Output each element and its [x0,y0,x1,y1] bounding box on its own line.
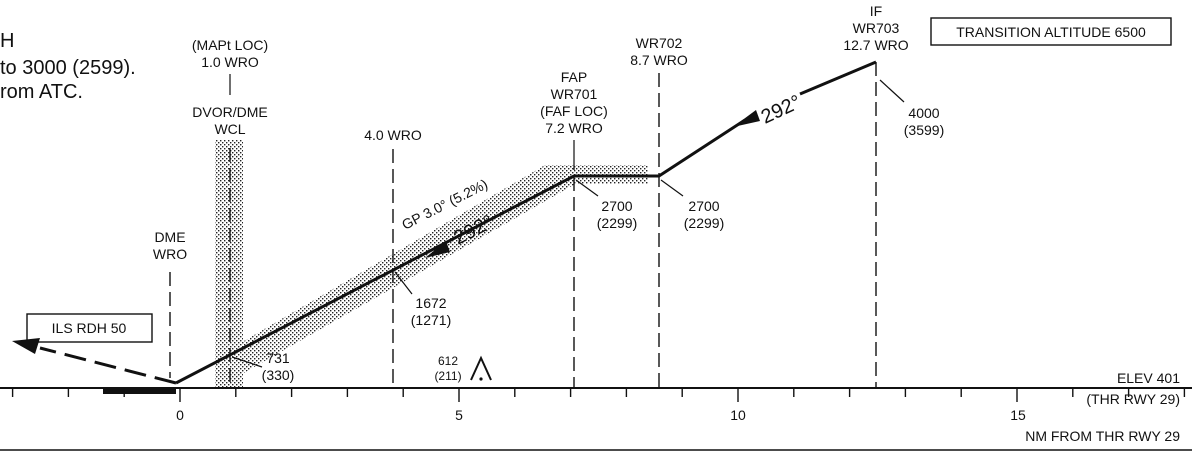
obstacle-symbol [470,355,492,381]
a2700a-leader [575,179,599,197]
axis-tick-label-10: 10 [730,407,746,423]
fap-label-2: WR701 [551,86,598,102]
wro4-label: 4.0 WRO [364,127,422,143]
glidepath-shaded-area [225,165,648,375]
a4000-leader [879,79,905,103]
dme-label-2: WRO [153,246,187,262]
note-line-3: rom ATC. [0,81,83,103]
transition-altitude-box [930,17,1172,46]
alt-2700a-sub: (2299) [597,215,637,231]
dvor-label-1: DVOR/DME [192,104,267,120]
axis-tick-label-5: 5 [455,407,463,423]
axis-ticks [11,388,1186,402]
if-label-2: WR703 [853,20,900,36]
initial-arrow [733,110,760,127]
wr702-label-1: WR702 [636,35,683,51]
dme-label-1: DME [154,229,185,245]
axis-tick-label-0: 0 [176,407,184,423]
alt-2700b-label: 2700 [688,198,719,214]
final-arrow [425,241,450,258]
alt-1672-sub: (1271) [411,312,451,328]
alt-2700a-label: 2700 [601,198,632,214]
transition-altitude-text: TRANSITION ALTITUDE 6500 [956,24,1146,40]
fap-label-1: FAP [561,69,587,85]
axis-unit-label: NM FROM THR RWY 29 [1025,428,1180,444]
axis-tick-label-15: 15 [1010,407,1026,423]
initial-segment [799,60,877,96]
flight-path [175,118,746,385]
fap-label-3: (FAF LOC) [540,103,608,119]
a2700b-leader [660,179,684,197]
ils-rdh-text: ILS RDH 50 [52,320,127,336]
alt-2700b-sub: (2299) [684,215,724,231]
note-line-2: to 3000 (2599). [0,57,136,79]
threshold-label: (THR RWY 29) [1086,391,1180,407]
obstacle-label: 612 [438,354,458,368]
obstacle-dot [479,377,483,381]
if-label-1: IF [870,3,882,19]
mapt-label-1: (MAPt LOC) [192,37,268,53]
runway-bar [103,387,176,394]
ils-rdh-box [26,313,153,343]
initial-course-label: 292° [758,91,805,128]
note-line-1: H [0,30,14,52]
a731-leader [231,356,263,368]
alt-4000-sub: (3599) [904,122,944,138]
dvor-label-2: WCL [214,121,245,137]
if-label-3: 12.7 WRO [843,37,908,53]
alt-4000-label: 4000 [908,105,939,121]
alt-731-sub: (330) [262,367,295,383]
alt-1672-label: 1672 [415,295,446,311]
missed-approach-path [39,346,177,385]
fap-label-4: 7.2 WRO [545,120,603,136]
wr702-label-2: 8.7 WRO [630,52,688,68]
obstacle-sub: (211) [434,369,461,383]
mapt-label-2: 1.0 WRO [201,54,259,70]
elevation-label: ELEV 401 [1117,370,1180,386]
alt-731-label: 731 [266,350,290,366]
missed-approach-arrow [12,338,40,354]
a1672-leader [394,271,413,295]
